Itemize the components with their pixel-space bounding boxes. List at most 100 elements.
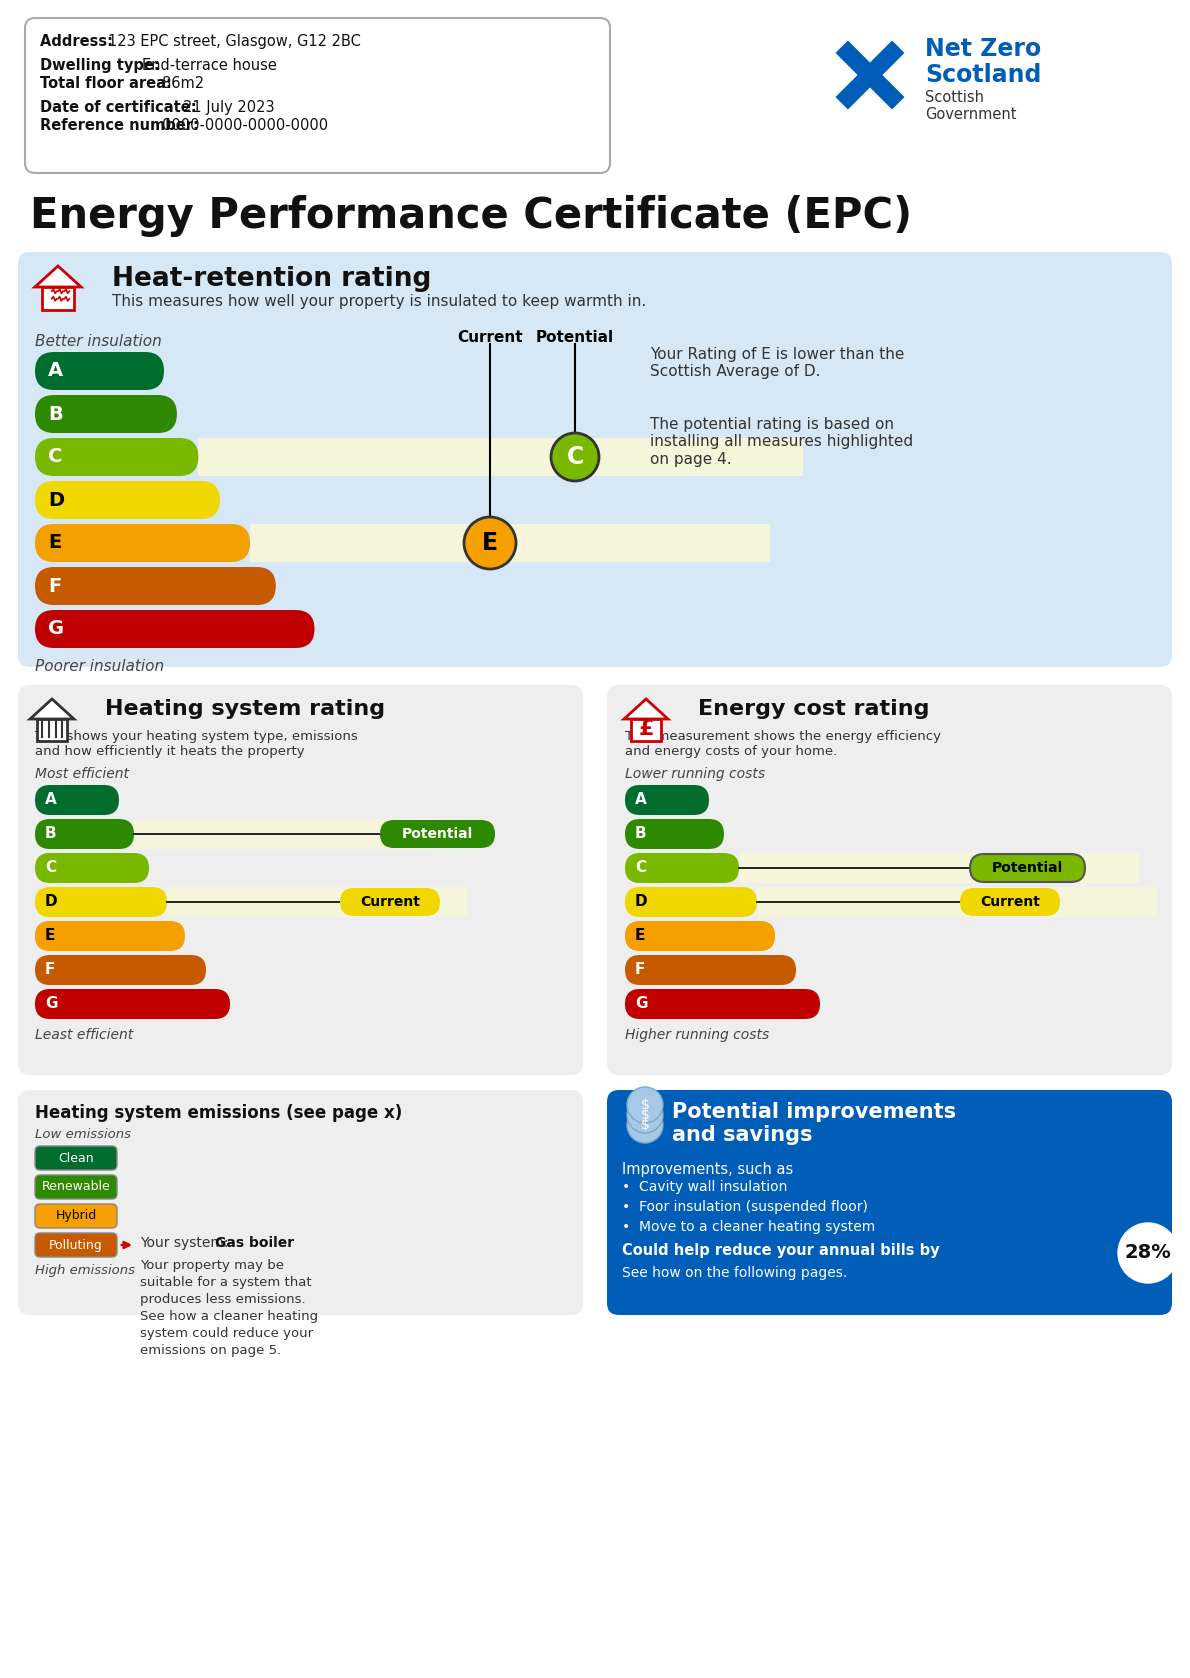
- Polygon shape: [30, 700, 74, 718]
- FancyBboxPatch shape: [35, 1233, 117, 1257]
- Text: Improvements, such as: Improvements, such as: [622, 1161, 794, 1176]
- FancyBboxPatch shape: [18, 685, 583, 1076]
- Text: A: A: [48, 361, 63, 381]
- Text: Date of certificate:: Date of certificate:: [40, 101, 202, 116]
- Bar: [134, 819, 434, 849]
- FancyBboxPatch shape: [625, 785, 709, 816]
- FancyBboxPatch shape: [35, 438, 199, 477]
- Bar: [739, 852, 1139, 883]
- Text: D: D: [635, 894, 647, 909]
- Text: Potential: Potential: [402, 827, 474, 841]
- Text: Hybrid: Hybrid: [56, 1210, 96, 1223]
- Text: Poorer insulation: Poorer insulation: [35, 659, 164, 675]
- Circle shape: [627, 1087, 663, 1123]
- Text: •  Foor insulation (suspended floor): • Foor insulation (suspended floor): [622, 1200, 868, 1213]
- Text: Your property may be
suitable for a system that
produces less emissions.
See how: Your property may be suitable for a syst…: [140, 1258, 318, 1358]
- FancyBboxPatch shape: [35, 955, 206, 985]
- Text: •  Move to a cleaner heating system: • Move to a cleaner heating system: [622, 1220, 876, 1233]
- Text: Better insulation: Better insulation: [35, 334, 162, 349]
- Polygon shape: [35, 267, 81, 287]
- Text: •  Cavity wall insulation: • Cavity wall insulation: [622, 1180, 788, 1195]
- Polygon shape: [835, 40, 904, 109]
- Text: Clean: Clean: [58, 1151, 94, 1165]
- Text: 21 July 2023: 21 July 2023: [183, 101, 275, 116]
- Text: Reference number:: Reference number:: [40, 117, 203, 133]
- Text: Polluting: Polluting: [49, 1238, 102, 1252]
- FancyBboxPatch shape: [35, 1146, 117, 1170]
- FancyBboxPatch shape: [625, 888, 757, 916]
- Circle shape: [464, 517, 516, 569]
- Text: B: B: [48, 404, 63, 423]
- Bar: [167, 888, 466, 916]
- Text: Heat-retention rating: Heat-retention rating: [112, 267, 432, 292]
- Text: E: E: [482, 530, 499, 555]
- Text: 86m2: 86m2: [162, 76, 205, 91]
- FancyBboxPatch shape: [35, 1205, 117, 1228]
- Text: Current: Current: [981, 894, 1040, 909]
- Text: 123 EPC street, Glasgow, G12 2BC: 123 EPC street, Glasgow, G12 2BC: [108, 34, 361, 49]
- Text: $: $: [640, 1118, 650, 1133]
- FancyBboxPatch shape: [35, 988, 230, 1019]
- Text: High emissions: High emissions: [35, 1264, 134, 1277]
- Text: G: G: [635, 997, 647, 1012]
- FancyBboxPatch shape: [340, 888, 440, 916]
- Bar: [199, 438, 803, 477]
- Text: D: D: [48, 490, 64, 510]
- Text: Heating system emissions (see page x): Heating system emissions (see page x): [35, 1104, 402, 1123]
- Circle shape: [551, 433, 599, 482]
- Text: Dwelling type:: Dwelling type:: [40, 59, 165, 74]
- Text: E: E: [45, 928, 56, 943]
- Text: Least efficient: Least efficient: [35, 1029, 133, 1042]
- Text: Renewable: Renewable: [42, 1181, 111, 1193]
- Text: F: F: [635, 963, 645, 978]
- Text: Your system:: Your system:: [140, 1237, 233, 1250]
- Bar: [631, 718, 662, 742]
- Text: 28%: 28%: [1125, 1243, 1171, 1262]
- Circle shape: [1117, 1223, 1178, 1284]
- Text: £: £: [638, 718, 653, 738]
- Text: F: F: [48, 577, 61, 596]
- Text: B: B: [45, 827, 57, 841]
- Text: G: G: [45, 997, 57, 1012]
- FancyBboxPatch shape: [970, 854, 1085, 883]
- FancyBboxPatch shape: [35, 482, 220, 519]
- Text: Current: Current: [361, 894, 420, 909]
- Text: Energy cost rating: Energy cost rating: [699, 700, 929, 718]
- Text: B: B: [635, 827, 646, 841]
- Text: Low emissions: Low emissions: [35, 1128, 131, 1141]
- Text: This measures how well your property is insulated to keep warmth in.: This measures how well your property is …: [112, 294, 646, 309]
- Polygon shape: [835, 40, 904, 109]
- FancyBboxPatch shape: [35, 852, 149, 883]
- Text: Lower running costs: Lower running costs: [625, 767, 765, 780]
- Text: F: F: [45, 963, 56, 978]
- Polygon shape: [624, 700, 668, 718]
- FancyBboxPatch shape: [35, 921, 184, 951]
- FancyBboxPatch shape: [625, 852, 739, 883]
- Text: This shows your heating system type, emissions
and how efficiently it heats the : This shows your heating system type, emi…: [35, 730, 358, 758]
- FancyBboxPatch shape: [35, 1175, 117, 1200]
- Text: $: $: [640, 1107, 650, 1123]
- Text: Net Zero
Scotland: Net Zero Scotland: [925, 37, 1041, 87]
- Text: Potential: Potential: [536, 331, 614, 346]
- Text: See how on the following pages.: See how on the following pages.: [622, 1265, 847, 1280]
- FancyBboxPatch shape: [35, 888, 167, 916]
- FancyBboxPatch shape: [607, 685, 1172, 1076]
- FancyBboxPatch shape: [18, 252, 1172, 666]
- Text: A: A: [635, 792, 646, 807]
- Bar: [42, 287, 74, 310]
- FancyBboxPatch shape: [607, 1091, 1172, 1316]
- Text: E: E: [635, 928, 645, 943]
- FancyBboxPatch shape: [35, 394, 177, 433]
- Text: A: A: [45, 792, 57, 807]
- FancyBboxPatch shape: [35, 819, 134, 849]
- Text: Gas boiler: Gas boiler: [215, 1237, 295, 1250]
- Bar: [250, 524, 770, 562]
- Text: Higher running costs: Higher running costs: [625, 1029, 769, 1042]
- Text: G: G: [48, 619, 64, 639]
- FancyBboxPatch shape: [960, 888, 1060, 916]
- Bar: [757, 888, 1157, 916]
- FancyBboxPatch shape: [35, 567, 276, 606]
- Circle shape: [627, 1107, 663, 1143]
- FancyBboxPatch shape: [625, 819, 724, 849]
- Text: Could help reduce your annual bills by: Could help reduce your annual bills by: [622, 1243, 940, 1258]
